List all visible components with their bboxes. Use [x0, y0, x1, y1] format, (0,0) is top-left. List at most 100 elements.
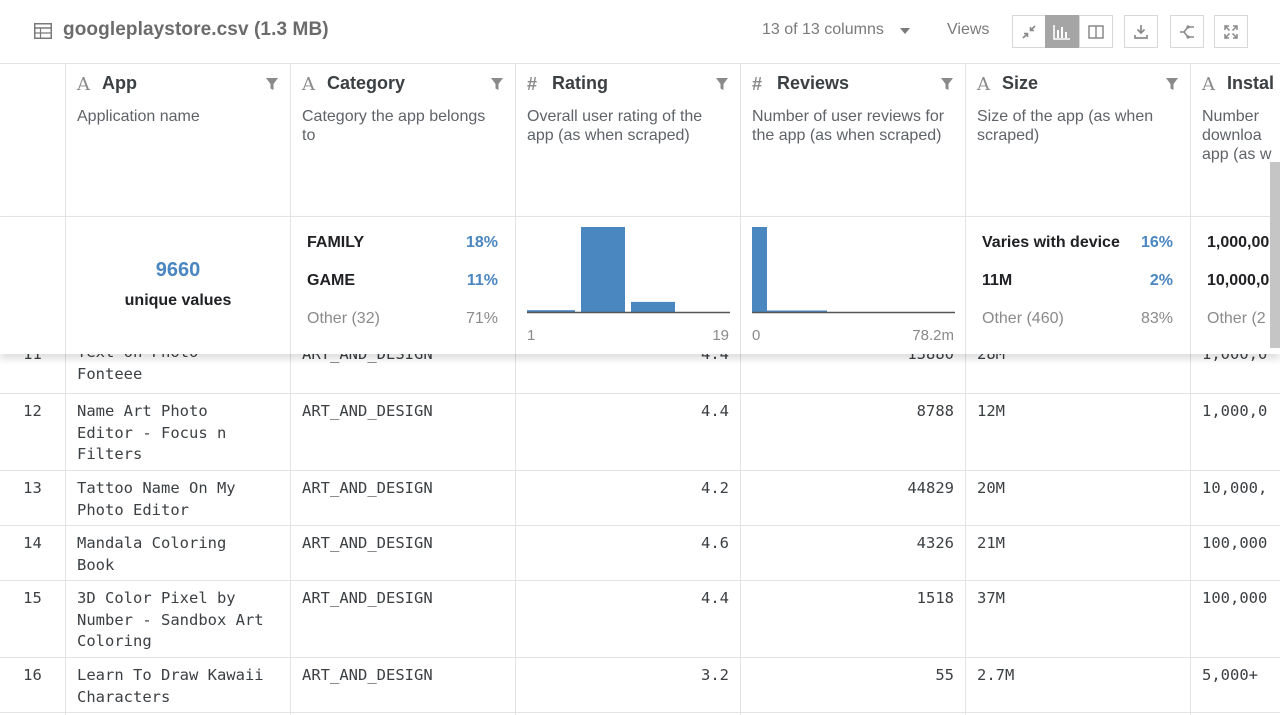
numeric-type-icon: # — [527, 74, 538, 94]
column-name[interactable]: Rating — [552, 73, 608, 93]
column-header: A App Application name A Category Category th… — [0, 64, 1280, 216]
cell-rating: 3.2 — [701, 666, 729, 684]
share-button[interactable] — [1170, 15, 1204, 48]
row-number: 12 — [23, 402, 42, 420]
download-icon — [1134, 24, 1148, 39]
app-name-line: Filters — [77, 445, 143, 463]
reviews-histogram[interactable] — [752, 227, 955, 324]
columns-selector[interactable]: 13 of 13 columns — [762, 21, 884, 38]
cell-category: ART_AND_DESIGN — [302, 402, 433, 420]
cell-reviews: 8788 — [916, 402, 954, 420]
download-button[interactable] — [1124, 15, 1158, 48]
histogram-bar[interactable] — [581, 227, 625, 312]
rating-histogram[interactable] — [527, 227, 730, 324]
filter-icon[interactable] — [715, 77, 729, 91]
cell-category: ART_AND_DESIGN — [302, 589, 433, 607]
table-icon — [34, 23, 52, 39]
filter-icon[interactable] — [1165, 77, 1179, 91]
app-name-line: Mandala Coloring — [77, 534, 227, 552]
app-name-line: Number - Sandbox Art — [77, 610, 264, 629]
histogram-bar[interactable] — [527, 310, 575, 312]
row-number: 15 — [23, 589, 42, 607]
cell-rating: 4.4 — [701, 589, 729, 607]
cell-reviews: 4326 — [916, 534, 954, 552]
network-icon — [1180, 24, 1194, 39]
histogram-bar[interactable] — [631, 301, 675, 312]
cell-reviews: 55 — [935, 666, 954, 684]
cell-app: Name Art Photo Editor - Focus n Filters — [77, 401, 226, 466]
installs-top-1[interactable]: 1,000,00 — [1207, 234, 1270, 251]
split-view-button[interactable] — [1079, 15, 1113, 48]
category-other-pct: 71% — [465, 310, 498, 327]
category-top-2[interactable]: GAME — [307, 272, 355, 289]
text-type-icon: A — [77, 74, 90, 95]
cell-size: 37M — [977, 589, 1005, 607]
compact-view-button[interactable] — [1012, 15, 1046, 48]
column-description: Number of user reviews for the app (as w… — [752, 108, 945, 144]
table-row[interactable]: 15 3D Color Pixel by Number - Sandbox Art C… — [0, 581, 1280, 658]
category-top-1[interactable]: FAMILY — [307, 234, 365, 251]
installs-top-2[interactable]: 10,000,0 — [1207, 272, 1270, 289]
cell-category: ART_AND_DESIGN — [302, 479, 433, 497]
app-name-line: Coloring — [77, 632, 152, 650]
cell-installs: 100,000 — [1202, 589, 1268, 607]
cell-app: Tattoo Name On My Photo Editor — [77, 478, 236, 521]
toolbar: googleplaystore.csv (1.3 MB) 13 of 13 co… — [0, 0, 1280, 64]
installs-other[interactable]: Other (2 — [1207, 310, 1266, 327]
cell-size: 20M — [977, 479, 1005, 497]
app-name-line: 3D Color Pixel by — [77, 589, 236, 607]
cell-installs: 10,000, — [1202, 479, 1268, 497]
row-number: 13 — [23, 479, 42, 497]
size-top-2[interactable]: 11M — [982, 272, 1013, 289]
collapse-icon — [1022, 24, 1036, 39]
expand-icon — [1224, 24, 1238, 39]
column-name[interactable]: Instal — [1227, 73, 1275, 93]
category-other[interactable]: Other (32) — [307, 310, 380, 327]
column-description: Category the app belongs to — [302, 108, 486, 144]
text-type-icon: A — [977, 74, 990, 95]
filter-icon[interactable] — [940, 77, 954, 91]
size-top-1-pct: 16% — [1140, 234, 1173, 251]
app-name-line: Photo Editor — [77, 500, 189, 519]
row-number: 16 — [23, 666, 42, 684]
app-name-line: Tattoo Name On My — [77, 479, 236, 497]
chevron-down-icon[interactable] — [900, 28, 910, 34]
filter-icon[interactable] — [265, 77, 279, 91]
filter-icon[interactable] — [490, 77, 504, 91]
cell-size: 2.7M — [977, 666, 1015, 684]
cell-installs: 100,000 — [1202, 534, 1268, 552]
rating-hist-max: 19 — [712, 327, 729, 344]
cell-reviews: 44829 — [907, 479, 954, 497]
unique-label: unique values — [124, 292, 232, 309]
app-name-line: Editor - Focus n — [77, 423, 227, 442]
cell-app: 3D Color Pixel by Number - Sandbox Art Col… — [77, 588, 264, 653]
histogram-bar[interactable] — [767, 310, 827, 313]
column-summary: 9660 unique values FAMILY 18% GAME 11% O… — [0, 216, 1280, 354]
column-name[interactable]: Reviews — [777, 73, 850, 93]
table-row[interactable]: 14 Mandala Coloring Book ART_AND_DESIGN 4.6 4… — [0, 526, 1280, 581]
app-name-line: Name Art Photo — [77, 402, 208, 420]
cell-size: 21M — [977, 534, 1005, 552]
size-other[interactable]: Other (460) — [982, 310, 1064, 327]
reviews-hist-min: 0 — [752, 327, 761, 344]
text-type-icon: A — [302, 74, 315, 95]
column-name[interactable]: App — [102, 73, 137, 93]
fullscreen-button[interactable] — [1214, 15, 1248, 48]
table-row[interactable]: 13 Tattoo Name On My Photo Editor ART_AND_D… — [0, 471, 1280, 526]
cell-app: Learn To Draw Kawaii Characters — [77, 665, 264, 708]
column-description: Size of the app (as when scraped) — [977, 108, 1154, 144]
column-name[interactable]: Category — [327, 73, 406, 93]
histogram-bar[interactable] — [752, 227, 767, 312]
column-view-button[interactable] — [1045, 15, 1079, 48]
column-description: Overall user rating of the app (as when … — [527, 108, 703, 144]
table-row[interactable]: 12 Name Art Photo Editor - Focus n Filters A… — [0, 394, 1280, 471]
cell-size: 12M — [977, 402, 1005, 420]
app-name-line: Learn To Draw Kawaii — [77, 666, 264, 684]
table-row[interactable]: 16 Learn To Draw Kawaii Characters ART_AND_… — [0, 658, 1280, 713]
horizontal-scrollbar[interactable] — [1270, 162, 1280, 348]
column-name[interactable]: Size — [1002, 73, 1039, 93]
size-top-1[interactable]: Varies with device — [982, 234, 1120, 251]
views-label: Views — [947, 21, 990, 38]
row-number: 14 — [23, 534, 42, 552]
file-title: googleplaystore.csv (1.3 MB) — [63, 19, 329, 40]
